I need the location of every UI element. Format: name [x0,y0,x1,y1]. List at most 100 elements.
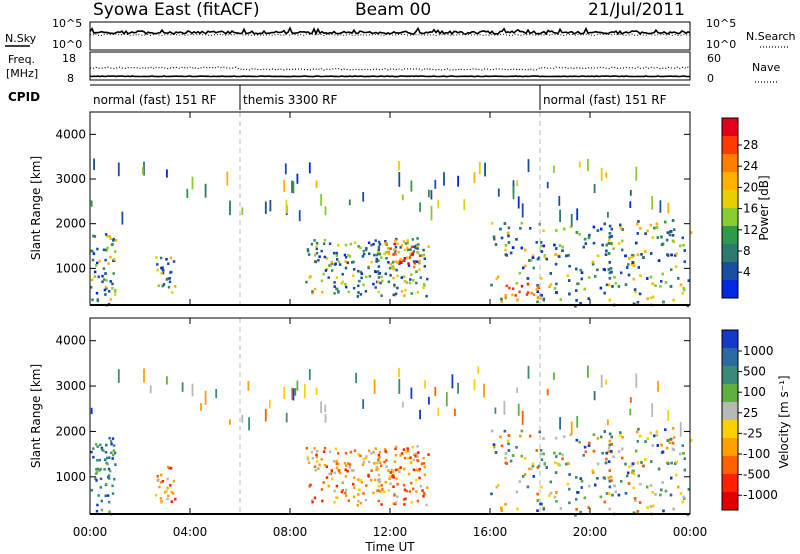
heatmap-cell [375,253,379,257]
heatmap-cell [374,270,377,274]
heatmap-cell [398,367,400,378]
heatmap-cell [548,494,551,497]
heatmap-cell [536,492,539,496]
heatmap-cell [315,450,319,453]
heatmap-cell [654,284,657,287]
heatmap-cell [106,246,109,250]
heatmap-cell [675,252,678,256]
heatmap-cell [113,258,116,261]
heatmap-cell [608,277,612,280]
heatmap-cell [655,433,659,437]
heatmap-cell [627,263,630,266]
heatmap-cell [423,257,426,260]
heatmap-cell [311,499,314,502]
heatmap-cell [608,469,611,472]
heatmap-cell [370,243,373,247]
heatmap-cell [352,260,355,264]
heatmap-cell [630,471,634,474]
heatmap-cell [555,491,558,494]
heatmap-cell [603,430,606,433]
heatmap-cell [675,460,678,464]
heatmap-cell [377,456,380,459]
heatmap-cell [478,161,481,175]
heatmap-cell [410,273,413,276]
heatmap-cell [620,480,623,483]
heatmap-cell [310,242,314,246]
heatmap-cell [311,457,314,460]
heatmap-cell [162,269,165,272]
heatmap-cell [666,462,670,465]
heatmap-cell [95,468,98,471]
heatmap-cell [632,264,636,267]
heatmap-cell [333,489,336,493]
heatmap-cell [320,401,322,414]
heatmap-cell [349,450,353,454]
heatmap-cell [580,271,584,274]
heatmap-cell [543,254,546,257]
heatmap-cell [377,467,380,471]
heatmap-cell [632,469,635,473]
heatmap-cell [565,254,568,258]
heatmap-cell [404,497,407,501]
heatmap-cell [395,445,398,449]
heatmap-cell [110,243,114,246]
heatmap-cell [503,429,507,433]
velocity-cells [90,365,693,517]
heatmap-cell [649,431,652,435]
heatmap-cell [315,460,319,463]
heatmap-cell [320,458,323,461]
heatmap-cell [559,417,561,430]
heatmap-cell [646,437,649,440]
heatmap-cell [315,245,318,249]
heatmap-cell [166,376,168,385]
heatmap-cell [313,447,316,450]
heatmap-cell [379,281,382,285]
heatmap-cell [660,243,664,246]
heatmap-cell [393,460,397,464]
heatmap-cell [191,383,194,397]
heatmap-cell [607,419,609,426]
heatmap-cell [339,471,342,475]
heatmap-cell [402,259,405,262]
heatmap-cell [340,282,344,285]
heatmap-cell [399,258,402,261]
heatmap-cell [384,481,387,484]
heatmap-cell [504,248,507,252]
heatmap-cell [357,245,360,248]
heatmap-cell [375,260,378,263]
heatmap-cell [325,257,329,260]
x-tick-label: 04:00 [173,525,208,539]
heatmap-cell [121,211,124,225]
heatmap-cell [515,238,518,241]
heatmap-cell [612,455,615,459]
heatmap-cell [418,254,422,257]
heatmap-cell [353,476,356,479]
heatmap-cell [109,440,113,443]
heatmap-cell [609,475,613,479]
heatmap-cell [683,260,686,263]
heatmap-cell [337,469,341,472]
heatmap-cell [409,252,413,256]
heatmap-cell [398,379,401,394]
heatmap-cell [617,242,621,245]
heatmap-cell [689,231,693,234]
heatmap-cell [543,255,546,259]
heatmap-cell [570,213,573,227]
heatmap-cell [375,461,379,465]
heatmap-cell [584,242,587,245]
colorbar-tick-label: 4 [743,265,751,279]
heatmap-cell [156,479,159,482]
heatmap-cell [348,465,352,469]
heatmap-cell [104,451,108,454]
heatmap-cell [395,237,398,241]
heatmap-cell [160,501,163,504]
heatmap-cell [362,399,365,409]
heatmap-cell [94,443,98,446]
heatmap-cell [419,409,421,420]
heatmap-cell [425,294,428,298]
heatmap-cell [535,288,538,291]
heatmap-cell [423,265,426,268]
heatmap-cell [624,462,627,466]
heatmap-cell [579,477,582,480]
heatmap-cell [328,242,332,245]
